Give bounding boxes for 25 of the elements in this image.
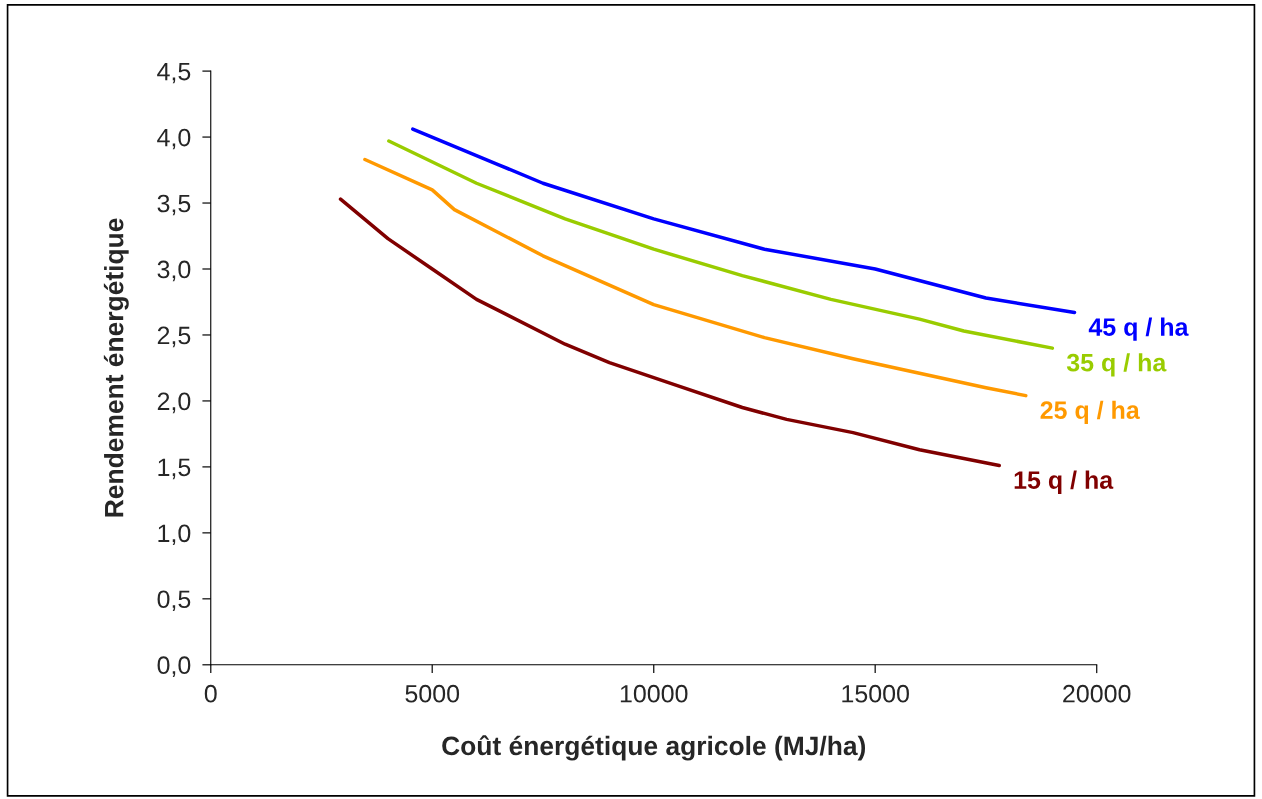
y-tick-label: 0,5 — [157, 590, 191, 612]
series-label: 15 q / ha — [1014, 470, 1114, 494]
x-axis-title: Coût énergétique agricole (MJ/ha) — [442, 735, 866, 761]
line-series — [411, 127, 1077, 315]
y-tick-label: 0,0 — [157, 656, 191, 678]
y-axis-title: Rendement énergétique — [103, 218, 129, 517]
y-tick-label: 3,0 — [157, 260, 191, 282]
line-series — [338, 197, 1001, 468]
series-label: 45 q / ha — [1088, 317, 1189, 341]
y-tick-label: 1,5 — [158, 458, 191, 480]
series-label: 25 q / ha — [1040, 400, 1140, 424]
line-series — [387, 139, 1055, 350]
series-label: 35 q / ha — [1066, 353, 1167, 377]
x-tick-label: 5000 — [405, 684, 460, 703]
y-tick-label: 4,5 — [157, 62, 191, 84]
x-tick-label: 20000 — [1063, 684, 1131, 703]
x-tick-label: 15000 — [842, 684, 909, 703]
x-tick-label: 0 — [204, 684, 217, 703]
y-tick-label: 3,5 — [157, 194, 191, 216]
y-tick-label: 2,5 — [157, 326, 191, 348]
y-tick-label: 2,0 — [157, 392, 191, 414]
x-tick-label: 10000 — [620, 684, 688, 703]
line-series — [363, 157, 1028, 398]
y-tick-label: 4,0 — [157, 128, 191, 150]
y-tick-label: 1,0 — [158, 524, 191, 546]
